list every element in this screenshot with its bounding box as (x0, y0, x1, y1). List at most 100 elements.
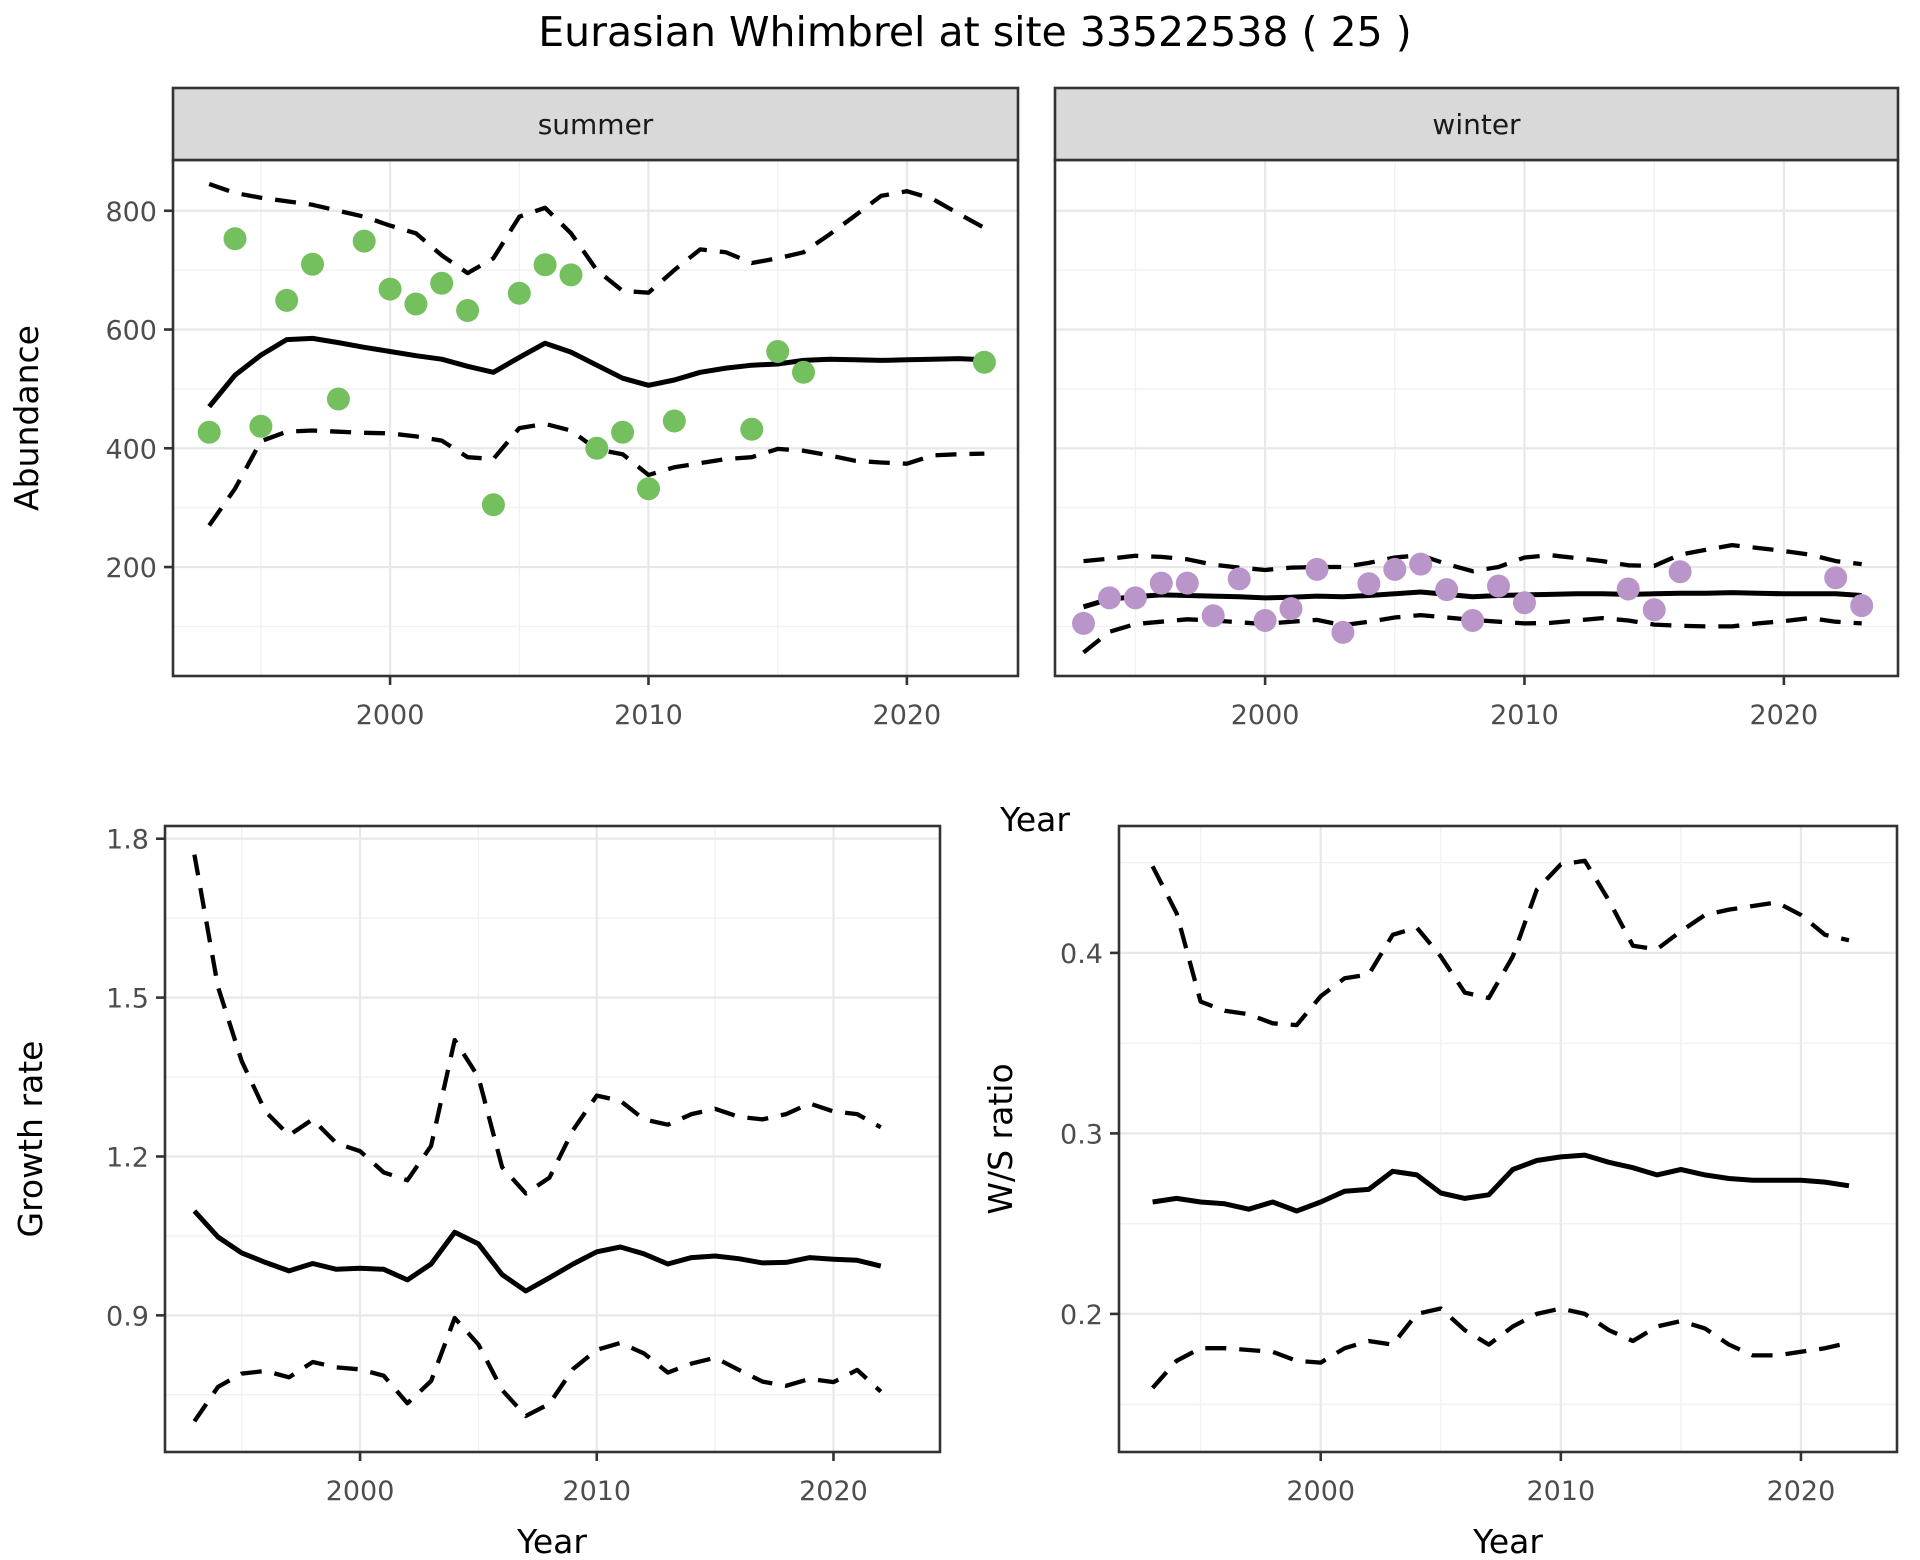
x-tick-label: 2000 (356, 700, 425, 731)
data-point-summer (766, 340, 790, 363)
data-point-winter (1435, 578, 1459, 602)
data-point-summer (223, 227, 247, 251)
panel-border (1117, 824, 1899, 1454)
facet-strip-label: winter (1432, 108, 1521, 141)
x-axis-title-year-ws: Year (1472, 1522, 1543, 1560)
ci-upper-line (1083, 542, 1862, 574)
data-point-summer (507, 281, 531, 305)
data-point-summer (637, 477, 660, 501)
data-point-summer (275, 288, 299, 312)
data-point-summer (301, 252, 324, 276)
panel-background (173, 160, 1018, 676)
panels-layer: summer 2000 2010 2020 200 400 600 800 winter 2000… (105, 86, 1900, 1507)
data-point-winter (1642, 598, 1666, 622)
data-point-winter (1149, 571, 1173, 595)
ci-lower-line (207, 421, 985, 527)
data-point-summer (972, 350, 996, 374)
data-point-winter (1409, 552, 1433, 576)
y-axis-title-abundance: Abundance (7, 325, 46, 511)
data-point-winter (1383, 557, 1407, 581)
data-point-summer (378, 277, 402, 301)
panel-ws-ratio: 2000 2010 2020 0.2 0.3 0.4 (1060, 824, 1899, 1507)
data-point-winter (1072, 611, 1095, 635)
fit-line (1152, 1152, 1850, 1214)
ci-upper-line (208, 181, 986, 295)
x-tick-label: 2020 (799, 1476, 868, 1507)
fit-line (207, 335, 985, 409)
y-tick-label: 0.4 (1060, 939, 1103, 970)
facet-strip (1053, 86, 1900, 162)
data-point-summer (585, 436, 609, 460)
fit-line (192, 1209, 882, 1294)
data-point-summer (740, 417, 764, 441)
facet-strip (171, 86, 1020, 162)
y-axis-title-growth-rate: Growth rate (11, 1041, 50, 1238)
data-point-winter (1227, 567, 1251, 591)
x-tick-label: 2010 (562, 1476, 631, 1507)
x-tick-label: 2010 (1526, 1476, 1595, 1507)
ci-upper-line (192, 854, 882, 1196)
x-tick-label: 2020 (1767, 1476, 1836, 1507)
y-axis-title-ws-ratio: W/S ratio (981, 1063, 1020, 1214)
panel-background (165, 826, 940, 1452)
x-tick-label: 2000 (1286, 1476, 1355, 1507)
ci-upper-line (1150, 858, 1850, 1028)
data-point-winter (1850, 594, 1874, 618)
data-point-winter (1487, 574, 1510, 598)
data-point-summer (456, 299, 480, 322)
data-point-winter (1201, 604, 1225, 628)
y-tick-label: 0.9 (106, 1301, 149, 1332)
data-point-winter (1357, 572, 1381, 596)
fit-line (1082, 589, 1862, 610)
data-point-winter (1098, 586, 1121, 610)
facet-strip-label: summer (538, 108, 654, 141)
data-point-summer (249, 414, 273, 438)
y-tick-label: 600 (105, 316, 157, 347)
y-tick-label: 800 (105, 197, 157, 228)
data-point-winter (1279, 597, 1303, 621)
data-point-summer (533, 253, 557, 277)
data-point-summer (326, 387, 350, 411)
x-tick-label: 2000 (326, 1476, 395, 1507)
data-point-winter (1253, 609, 1277, 632)
data-point-summer (662, 409, 686, 433)
data-point-winter (1331, 620, 1355, 644)
data-point-summer (559, 263, 583, 287)
data-point-winter (1305, 557, 1329, 581)
y-tick-label: 400 (105, 434, 157, 465)
data-point-winter (1175, 571, 1199, 595)
data-point-summer (352, 229, 376, 253)
ci-lower-line (1150, 1306, 1850, 1390)
data-point-summer (430, 271, 454, 295)
y-tick-label: 200 (105, 553, 157, 584)
figure-title: Eurasian Whimbrel at site 33522538 ( 25 … (538, 8, 1412, 56)
x-axis-title-year-top: Year (999, 800, 1070, 839)
x-tick-label: 2010 (1490, 700, 1559, 731)
x-tick-label: 2000 (1231, 700, 1300, 731)
data-point-summer (197, 420, 221, 444)
data-point-winter (1461, 609, 1485, 632)
y-tick-label: 0.2 (1060, 1300, 1103, 1331)
x-tick-label: 2020 (1750, 700, 1819, 731)
data-point-winter (1824, 566, 1848, 590)
data-point-winter (1616, 577, 1640, 601)
panel-summer: summer 2000 2010 2020 200 400 600 800 (105, 86, 1020, 731)
data-point-summer (792, 360, 815, 384)
data-point-winter (1513, 591, 1536, 615)
x-tick-label: 2020 (873, 700, 942, 731)
x-axis-title-year-growth: Year (516, 1522, 587, 1560)
panel-winter: winter 2000 2010 2020 (1053, 86, 1900, 731)
panel-background (1119, 826, 1897, 1452)
ci-lower-line (192, 1315, 883, 1423)
panel-growth-rate: 2000 2010 2020 0.9 1.2 1.5 1.8 (106, 824, 942, 1507)
data-point-summer (404, 292, 428, 316)
y-tick-label: 0.3 (1060, 1119, 1103, 1150)
data-point-winter (1668, 560, 1692, 584)
panel-border (163, 824, 942, 1454)
data-point-summer (481, 493, 505, 517)
y-tick-label: 1.5 (106, 984, 149, 1015)
y-tick-label: 1.2 (106, 1142, 149, 1173)
y-tick-label: 1.8 (106, 825, 149, 856)
